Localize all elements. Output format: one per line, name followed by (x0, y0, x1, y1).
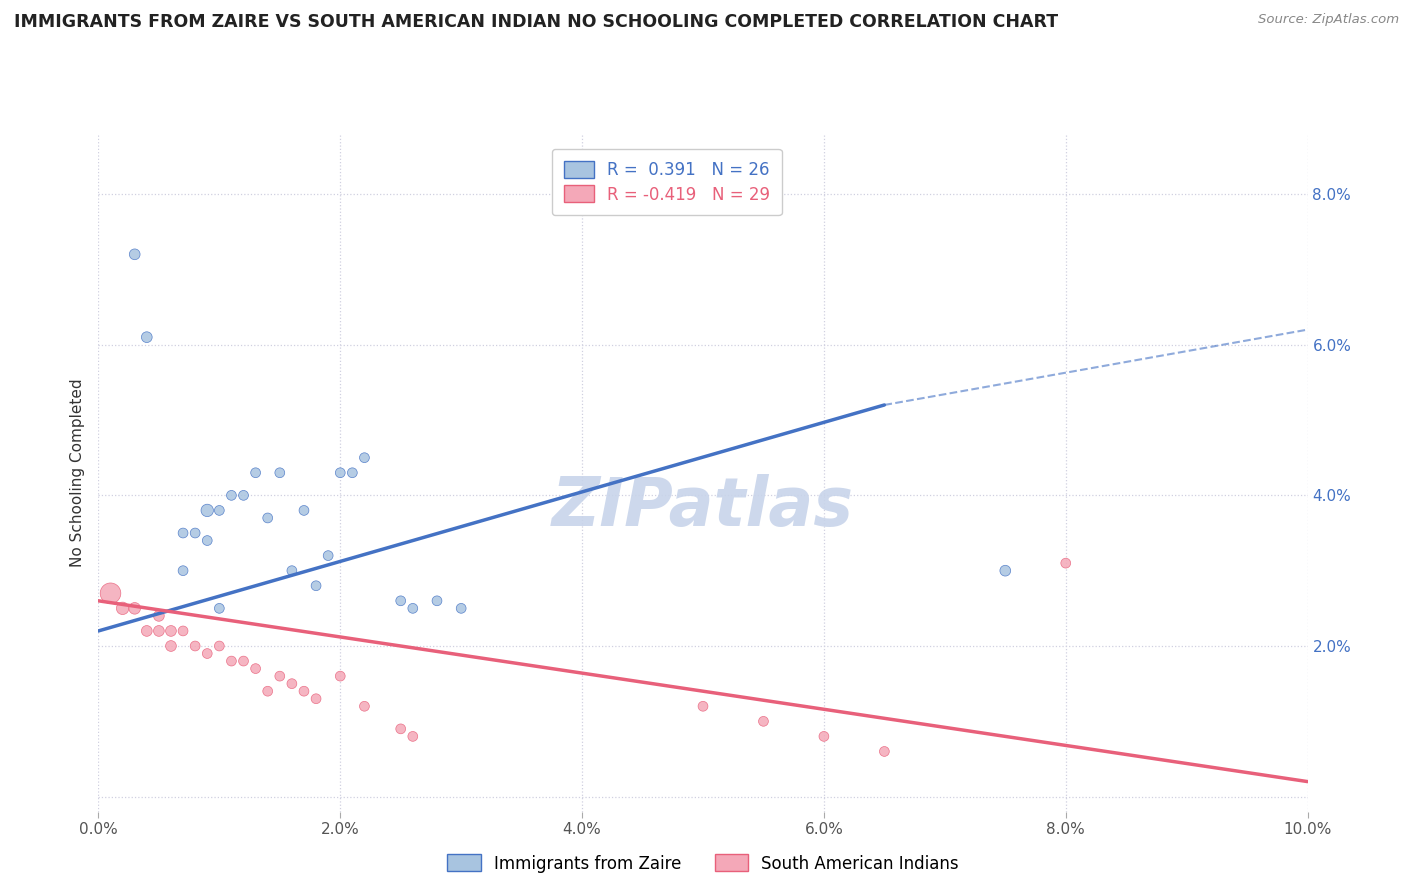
Point (135, 624, 157, 638)
Point (305, 691, 328, 706)
Point (245, 662, 267, 676)
Point (752, 714, 775, 729)
Point (389, 722, 412, 736)
Point (160, 639, 183, 653)
Point (221, 654, 243, 668)
Point (208, 503, 231, 517)
Point (353, 450, 375, 465)
Point (292, 503, 315, 517)
Y-axis label: No Schooling Completed: No Schooling Completed (70, 378, 86, 567)
Point (692, 699, 714, 714)
Point (100, 586, 122, 600)
Text: IMMIGRANTS FROM ZAIRE VS SOUTH AMERICAN INDIAN NO SCHOOLING COMPLETED CORRELATIO: IMMIGRANTS FROM ZAIRE VS SOUTH AMERICAN … (14, 13, 1059, 31)
Point (208, 601, 231, 615)
Point (342, 466, 364, 480)
Point (256, 511, 278, 525)
Point (402, 601, 425, 615)
Point (426, 594, 449, 608)
Point (450, 601, 472, 615)
Point (172, 564, 194, 578)
Point (172, 624, 194, 638)
Point (269, 466, 291, 480)
Point (389, 594, 412, 608)
Point (148, 624, 170, 638)
Point (195, 647, 218, 661)
Point (160, 624, 183, 638)
Point (111, 601, 134, 615)
Point (269, 669, 291, 683)
Point (1054, 556, 1077, 570)
Point (353, 699, 375, 714)
Point (232, 488, 254, 502)
Point (124, 601, 146, 615)
Legend: R =  0.391   N = 26, R = -0.419   N = 29: R = 0.391 N = 26, R = -0.419 N = 29 (553, 149, 782, 215)
Point (184, 639, 207, 653)
Point (994, 564, 1017, 578)
Point (232, 654, 254, 668)
Point (281, 564, 304, 578)
Point (172, 526, 194, 541)
Point (281, 676, 304, 690)
Point (124, 247, 146, 261)
Point (195, 503, 218, 517)
Point (195, 533, 218, 548)
Point (148, 608, 170, 623)
Point (813, 730, 835, 744)
Point (208, 639, 231, 653)
Text: ZIPatlas: ZIPatlas (553, 474, 853, 540)
Point (329, 466, 352, 480)
Point (221, 488, 243, 502)
Legend: Immigrants from Zaire, South American Indians: Immigrants from Zaire, South American In… (440, 847, 966, 880)
Point (135, 330, 157, 344)
Point (292, 684, 315, 698)
Point (256, 684, 278, 698)
Point (402, 730, 425, 744)
Point (873, 744, 896, 758)
Text: Source: ZipAtlas.com: Source: ZipAtlas.com (1258, 13, 1399, 27)
Point (316, 549, 339, 563)
Point (305, 579, 328, 593)
Point (329, 669, 352, 683)
Point (245, 466, 267, 480)
Point (184, 526, 207, 541)
